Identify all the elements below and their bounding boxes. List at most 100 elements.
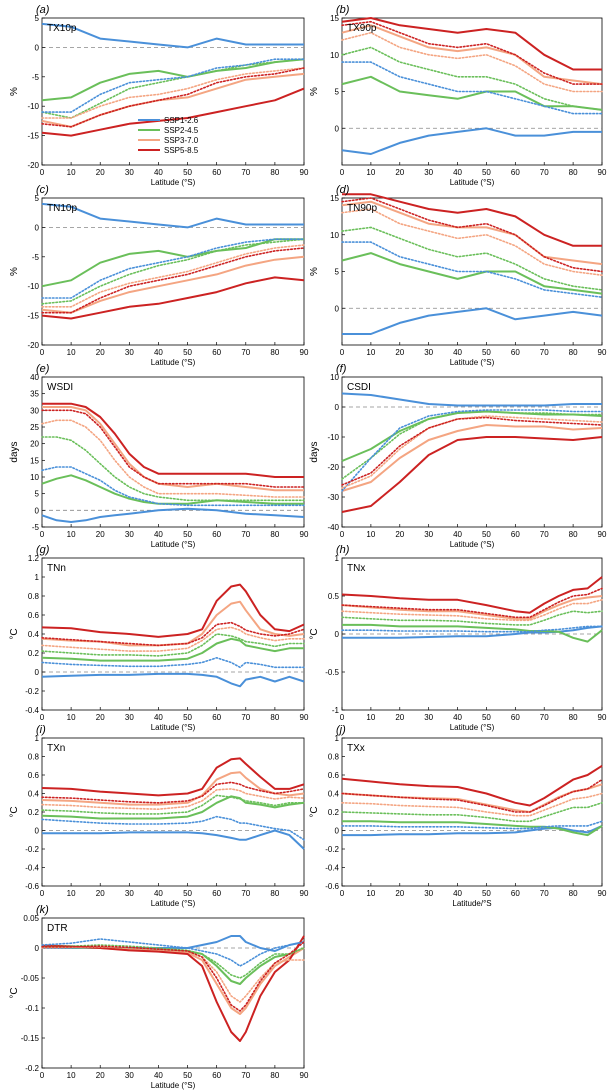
x-tick-label: 60 bbox=[212, 713, 221, 722]
y-tick-label: 0.5 bbox=[328, 592, 340, 601]
x-tick-label: 50 bbox=[482, 530, 491, 539]
series-line-ssp126-solid bbox=[342, 307, 603, 335]
series-line-ssp585-solid bbox=[41, 87, 305, 137]
y-tick-label: 0 bbox=[35, 827, 40, 836]
x-tick-label: 80 bbox=[569, 168, 578, 177]
x-tick-label: 90 bbox=[598, 530, 607, 539]
x-tick-label: 20 bbox=[96, 168, 105, 177]
series-line-ssp126-solid bbox=[342, 625, 603, 639]
y-axis-label: % bbox=[309, 267, 320, 276]
x-tick-label: 90 bbox=[300, 1071, 309, 1080]
series-line-ssp245-dotted bbox=[341, 226, 603, 291]
x-tick-label: 20 bbox=[96, 889, 105, 898]
plot-frame bbox=[341, 376, 603, 528]
series-line-ssp585-solid bbox=[42, 402, 304, 478]
x-tick-label: 90 bbox=[598, 713, 607, 722]
series-line-ssp245-solid bbox=[341, 75, 603, 111]
y-tick-label: 0 bbox=[335, 403, 340, 412]
series-line-ssp585-dotted bbox=[41, 409, 305, 488]
y-tick-label: -0.15 bbox=[21, 1034, 40, 1043]
x-tick-label: 90 bbox=[598, 168, 607, 177]
x-tick-label: 20 bbox=[395, 348, 404, 357]
x-tick-label: 30 bbox=[424, 168, 433, 177]
x-tick-label: 60 bbox=[511, 348, 520, 357]
panel-letter: (i) bbox=[36, 724, 46, 736]
x-tick-label: 40 bbox=[453, 348, 462, 357]
x-tick-label: 10 bbox=[67, 168, 76, 177]
series-line-ssp126-dotted bbox=[341, 61, 603, 115]
y-tick-label: 10 bbox=[330, 51, 339, 60]
panel-title: TX90p bbox=[347, 23, 377, 34]
y-tick-label: -0.6 bbox=[25, 882, 39, 891]
panel-letter: (k) bbox=[36, 904, 49, 916]
series-line-ssp370-solid bbox=[341, 783, 603, 813]
panel-tx90p: 0 10 20 30 40 50 60 70 80 90 0 5 10 15(b) TX90p Latitud… bbox=[309, 4, 607, 187]
series-line-ssp126-solid bbox=[41, 507, 305, 523]
series-line-ssp370-dotted bbox=[41, 244, 305, 308]
x-tick-label: 40 bbox=[453, 713, 462, 722]
y-axis-label: % bbox=[309, 87, 320, 96]
y-tick-label: -20 bbox=[27, 161, 39, 170]
series-line-ssp245-dotted bbox=[341, 801, 603, 823]
x-axis-label: Latitude (°S) bbox=[151, 899, 196, 908]
y-tick-label: 0 bbox=[335, 124, 340, 133]
y-tick-label: 5 bbox=[35, 194, 40, 203]
plot-frame bbox=[41, 917, 305, 1069]
series-line-ssp126-dotted bbox=[41, 238, 305, 299]
x-tick-label: 80 bbox=[270, 889, 279, 898]
x-tick-label: 10 bbox=[366, 889, 375, 898]
y-tick-label: 0.8 bbox=[28, 753, 40, 762]
x-tick-label: 10 bbox=[366, 348, 375, 357]
y-tick-label: 5 bbox=[35, 14, 40, 23]
y-tick-label: 1.2 bbox=[28, 554, 40, 563]
series-line-ssp370-solid bbox=[341, 200, 603, 266]
panel-title: TXn bbox=[47, 743, 65, 754]
x-axis-label: Latitude (°S) bbox=[151, 723, 196, 732]
y-tick-label: -0.4 bbox=[25, 706, 39, 715]
series-line-ssp370-dotted bbox=[41, 945, 305, 1003]
y-tick-label: 0 bbox=[35, 506, 40, 515]
panel-txx: 0 10 20 30 40 50 60 70 80 90 -0.6 -0.4 -0.2 0 0.2 0.4 0.… bbox=[309, 724, 607, 908]
x-tick-label: 70 bbox=[540, 348, 549, 357]
x-tick-label: 40 bbox=[154, 889, 163, 898]
x-tick-label: 40 bbox=[154, 168, 163, 177]
x-tick-label: 20 bbox=[395, 530, 404, 539]
y-tick-label: 0 bbox=[35, 944, 40, 953]
x-tick-label: 30 bbox=[424, 530, 433, 539]
x-tick-label: 20 bbox=[395, 713, 404, 722]
y-tick-label: 15 bbox=[330, 194, 339, 203]
x-tick-label: 90 bbox=[300, 530, 309, 539]
panel-title: WSDI bbox=[47, 382, 73, 393]
y-tick-label: 0.05 bbox=[23, 914, 39, 923]
x-tick-label: 0 bbox=[340, 530, 345, 539]
x-tick-label: 80 bbox=[270, 348, 279, 357]
y-axis-label: °C bbox=[9, 628, 20, 639]
series-line-ssp126-dotted bbox=[341, 820, 603, 830]
y-tick-label: -0.1 bbox=[25, 1004, 39, 1013]
plot-frame bbox=[41, 17, 305, 166]
x-tick-label: 50 bbox=[482, 713, 491, 722]
series-line-ssp585-dotted bbox=[341, 587, 603, 619]
x-tick-label: 0 bbox=[340, 889, 345, 898]
y-tick-label: 5 bbox=[335, 268, 340, 277]
series-line-ssp585-solid bbox=[41, 276, 305, 320]
x-tick-label: 40 bbox=[154, 1071, 163, 1080]
series-line-ssp126-dotted bbox=[341, 241, 603, 299]
x-tick-label: 30 bbox=[424, 713, 433, 722]
y-tick-label: -40 bbox=[327, 523, 339, 532]
x-axis-label: Latitude (°S) bbox=[450, 178, 495, 187]
series-line-ssp245-solid bbox=[342, 820, 603, 837]
series-line-ssp585-solid bbox=[41, 583, 305, 638]
x-tick-label: 80 bbox=[569, 530, 578, 539]
x-tick-label: 30 bbox=[424, 348, 433, 357]
panel-letter: (j) bbox=[336, 724, 346, 736]
panel-letter: (d) bbox=[336, 184, 350, 196]
x-tick-label: 90 bbox=[300, 168, 309, 177]
x-tick-label: 30 bbox=[125, 713, 134, 722]
y-tick-label: 40 bbox=[30, 373, 39, 382]
y-tick-label: -0.4 bbox=[25, 864, 39, 873]
x-tick-label: 0 bbox=[340, 168, 345, 177]
x-tick-label: 40 bbox=[453, 530, 462, 539]
x-tick-label: 70 bbox=[241, 348, 250, 357]
